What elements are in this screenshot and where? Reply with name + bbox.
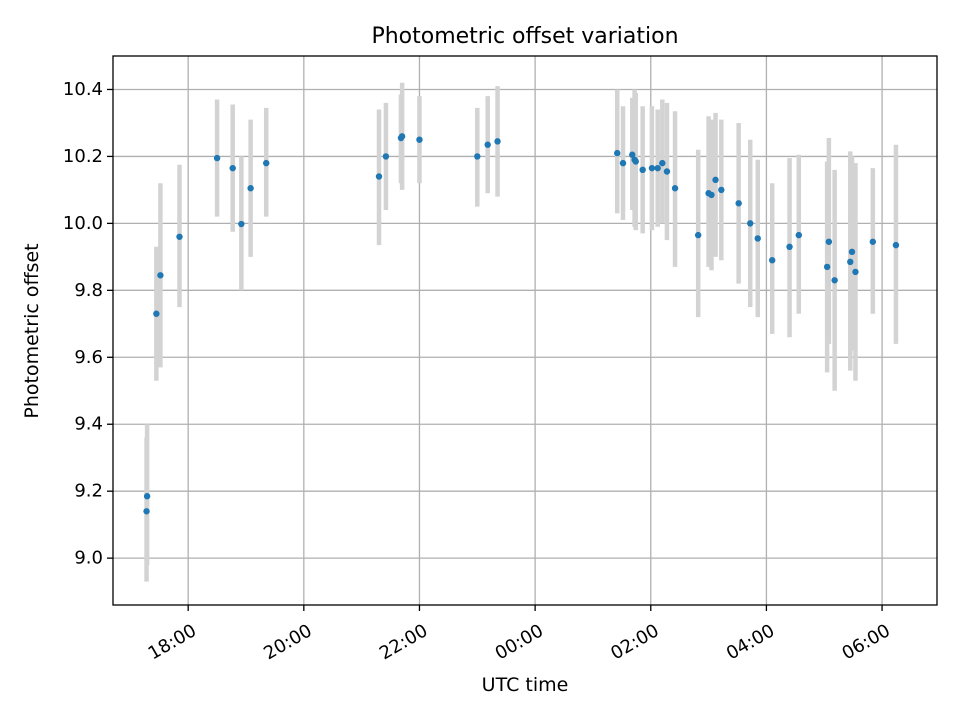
- data-point: [718, 186, 725, 194]
- data-point: [852, 268, 859, 276]
- data-point: [632, 158, 639, 165]
- data-point: [869, 238, 877, 245]
- data-point: [157, 272, 164, 279]
- data-point: [786, 243, 793, 251]
- data-point: [229, 164, 236, 172]
- data-point: [143, 508, 150, 515]
- y-tick-label: 10.4: [63, 79, 103, 100]
- plot-frame: [112, 55, 938, 606]
- data-point: [629, 151, 636, 158]
- data-point: [176, 233, 183, 240]
- data-point: [754, 235, 761, 242]
- data-point: [831, 277, 838, 284]
- data-point: [671, 185, 679, 192]
- y-tick-label: 10.2: [63, 146, 103, 167]
- data-point: [263, 159, 270, 167]
- data-point: [663, 168, 671, 175]
- data-point: [694, 231, 702, 239]
- data-point: [648, 164, 656, 172]
- data-point: [474, 153, 481, 160]
- data-point: [484, 141, 491, 148]
- data-point: [494, 138, 501, 145]
- data-point: [247, 185, 254, 192]
- data-point: [398, 133, 406, 140]
- data-point: [848, 248, 856, 256]
- data-point: [769, 257, 776, 264]
- y-tick-label: 10.0: [63, 213, 103, 234]
- data-point: [712, 176, 719, 184]
- y-axis-ticks: 9.0 9.2 9.4 9.6 9.8 10.0 10.2 10.4: [63, 79, 113, 569]
- data-point: [847, 258, 854, 266]
- data-point: [619, 159, 627, 167]
- data-point: [213, 154, 221, 162]
- data-point: [382, 153, 390, 160]
- y-tick-label: 9.6: [74, 347, 103, 368]
- x-axis-label: UTC time: [482, 674, 569, 696]
- data-point: [238, 220, 245, 228]
- data-point: [795, 231, 802, 239]
- data-point: [659, 159, 666, 167]
- data-point: [708, 191, 715, 199]
- y-tick-label: 9.0: [74, 548, 103, 569]
- data-point: [823, 263, 831, 271]
- data-point: [416, 136, 423, 143]
- data-point: [639, 166, 646, 174]
- data-point: [747, 220, 754, 227]
- data-point: [375, 173, 383, 180]
- chart-title: Photometric offset variation: [371, 24, 678, 49]
- data-point: [153, 310, 160, 317]
- data-markers: [143, 133, 900, 515]
- data-point: [892, 241, 900, 249]
- y-tick-label: 9.8: [74, 280, 103, 301]
- y-tick-label: 9.2: [74, 481, 103, 502]
- data-point: [143, 493, 151, 500]
- data-point: [614, 149, 621, 157]
- data-point: [654, 164, 661, 172]
- y-tick-label: 9.4: [74, 414, 103, 435]
- y-axis-label: Photometric offset: [21, 243, 43, 418]
- data-point: [735, 200, 742, 207]
- data-point: [825, 238, 833, 245]
